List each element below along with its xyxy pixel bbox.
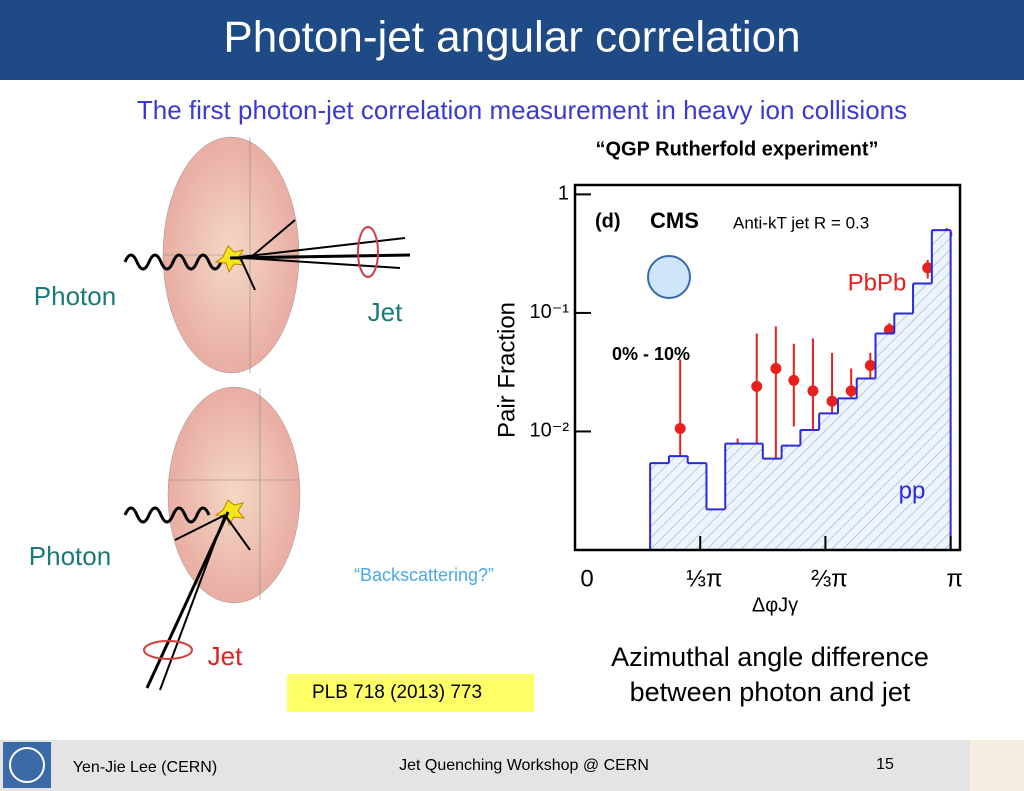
jet-label: Anti-kT jet R = 0.3: [733, 213, 869, 232]
histogram-bar: [668, 456, 688, 550]
histogram-bar: [875, 333, 895, 550]
histogram-bar: [894, 313, 914, 550]
diagram-top: [123, 136, 411, 374]
backscatter-note: “Backscattering?”: [354, 565, 494, 585]
series-label: PbPb: [848, 269, 907, 296]
marker-icon: [647, 255, 691, 299]
x-tick-label: ⅓π: [686, 565, 723, 592]
data-point: [788, 374, 800, 386]
x-axis-label: ΔφJγ: [752, 594, 798, 616]
data-point: [922, 262, 934, 274]
histogram-bar: [913, 283, 932, 550]
footer-author: Yen-Jie Lee (CERN): [73, 759, 217, 776]
plot-frame: [573, 183, 962, 552]
cern-logo-ring: [9, 747, 45, 783]
histogram-bar: [856, 378, 876, 550]
histogram-bar: [725, 443, 745, 550]
data-point: [770, 362, 782, 374]
experiment-label: CMS: [650, 208, 699, 233]
photon-label: Photon: [29, 541, 111, 571]
histogram-bar: [687, 463, 707, 550]
series-label: pp: [899, 477, 926, 504]
jet-label: Jet: [208, 641, 243, 671]
caption-line: Azimuthal angle difference: [611, 642, 929, 672]
chart: PbPb pp 1 10⁻¹ 10⁻² 0 ⅓π ⅔π π Pair Fraction ΔφJγ (d…: [493, 183, 963, 617]
reference: PLB 718 (2013) 773: [312, 682, 482, 703]
histogram-bar: [837, 398, 857, 550]
histogram-bar: [819, 413, 838, 550]
x-tick-label: ⅔π: [811, 565, 848, 592]
data-point: [751, 380, 763, 392]
data-point: [845, 385, 857, 397]
data-point: [864, 360, 876, 372]
y-tick-label: 10⁻¹: [530, 301, 570, 323]
data-point: [807, 385, 819, 397]
y-tick-label: 1: [558, 183, 569, 205]
title-bar: [0, 0, 1024, 80]
y-axis-label: Pair Fraction: [493, 302, 520, 438]
histogram-bar: [706, 509, 726, 550]
data-point: [826, 395, 838, 407]
centrality-label: 0% - 10%: [612, 344, 690, 364]
panel-label: (d): [595, 210, 621, 232]
histogram-bar: [931, 230, 951, 550]
histogram-bar: [650, 463, 669, 550]
slide-title: Photon-jet angular correlation: [223, 13, 800, 62]
histogram-bar: [781, 445, 801, 550]
footer-event: Jet Quenching Workshop @ CERN: [399, 757, 649, 774]
x-tick-label: 0: [580, 565, 593, 592]
footer-bar: [0, 740, 1024, 791]
cms-logo: [970, 740, 1024, 791]
quote: “QGP Rutherfold experiment”: [595, 138, 878, 160]
jet-label: Jet: [368, 297, 403, 327]
histogram-bar: [762, 458, 782, 550]
reference-box: [287, 674, 534, 712]
data-point: [674, 422, 686, 434]
x-tick-label: π: [946, 565, 963, 592]
page-number: 15: [876, 756, 894, 773]
subtitle: The first photon-jet correlation measure…: [137, 95, 907, 125]
caption-line: between photon and jet: [630, 677, 911, 707]
histogram-bar: [800, 429, 820, 550]
photon-label: Photon: [34, 281, 116, 311]
histogram-bar: [744, 443, 763, 550]
diagram-bottom: [123, 386, 301, 691]
y-tick-label: 10⁻²: [530, 420, 570, 442]
